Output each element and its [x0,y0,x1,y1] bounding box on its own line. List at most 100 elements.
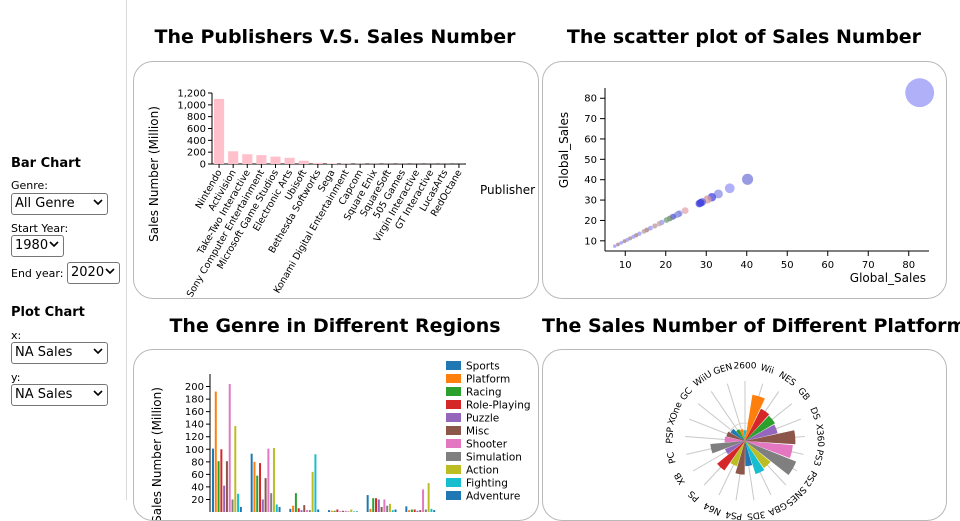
bar [336,509,338,512]
legend-label: Action [466,465,499,477]
y-axis-title: Sales Number (Million) [147,106,161,242]
scatter-point [619,241,623,245]
bar [350,509,352,512]
legend-label: Fighting [466,478,508,490]
platform-label: 2600 [734,362,757,372]
start-year-select[interactable]: 1980 [11,235,64,257]
end-year-select[interactable]: 2020 [67,262,120,284]
y-axis-select[interactable]: NA Sales [11,384,108,406]
bar [289,509,291,512]
y-tick-label: 60 [191,470,204,481]
bar [232,499,234,512]
bar [223,486,225,512]
bar-chart-heading: Bar Chart [11,156,81,171]
x-tick-label: 70 [862,260,875,271]
bar [419,510,421,512]
bar [267,449,269,512]
x-tick-label: 30 [700,260,713,271]
bar [334,511,336,512]
bar [414,509,416,512]
y-tick-label: 80 [584,94,597,105]
y-tick-label: 1,000 [177,100,206,111]
platform-label: PSP [665,426,676,444]
bar [331,511,333,512]
genre-select-value: All Genre [15,196,75,211]
bar [295,493,297,512]
bar [309,510,311,512]
platform-label: 3DS [746,508,766,520]
platform-chart-title: The Sales Number of Different Platform [542,315,946,337]
start-year-value: 1980 [15,238,48,253]
y-tick-label: 40 [191,482,204,493]
platform-label: GEN [712,362,733,377]
bar [265,478,267,512]
legend-swatch [446,465,461,474]
legend-label: Simulation [466,452,522,464]
scatter-point [616,243,620,247]
platform-label: GB [795,386,811,403]
bar [386,506,388,512]
y-tick-label: 600 [187,124,206,135]
bar [242,154,252,164]
end-year-value: 2020 [71,265,104,280]
legend-label: Platform [466,374,510,386]
genre-chart-title: The Genre in Different Regions [134,315,536,337]
scatter-point [742,174,753,185]
x-axis-select[interactable]: NA Sales [11,342,108,364]
bar [348,511,350,512]
y-tick-label: 0 [200,160,206,171]
scatter-point [623,239,627,243]
bar [270,157,280,164]
end-year-label: End year: [11,267,63,280]
y-axis-select-value: NA Sales [15,387,72,402]
x-tick-label: 50 [781,260,794,271]
scatter-point [696,200,704,208]
x-axis-label: x: [11,329,21,342]
platform-label: PC [666,451,678,465]
x-axis-title: Global_Sales [850,271,926,285]
y-axis-title: Global_Sales [557,112,571,188]
bar [279,507,281,512]
y-tick-label: 140 [185,420,204,431]
y-tick-label: 70 [584,114,597,125]
platform-label: N64 [702,500,723,517]
scatter-chart-title: The scatter plot of Sales Number [542,26,946,48]
bar [273,448,275,512]
bar [395,509,397,512]
publishers-bar-chart: 02004006008001,0001,200NintendoActivisio… [134,62,538,298]
bar [383,499,385,512]
x-tick-label: 20 [659,260,672,271]
bar [303,505,305,512]
legend-swatch [446,413,461,422]
y-tick-label: 800 [187,112,206,123]
bar [411,509,413,512]
chevron-down-icon [93,197,103,207]
legend-swatch [446,374,461,383]
bar [375,498,377,512]
y-tick-label: 1,200 [177,89,206,100]
bar [240,507,242,512]
legend-label: Racing [466,387,502,399]
bar [300,510,302,512]
scatter-point [657,221,662,226]
platform-label: X360 [813,423,825,447]
bar [220,449,222,512]
y-tick-label: 400 [187,136,206,147]
genre-select[interactable]: All Genre [11,193,108,215]
legend-label: Adventure [466,491,520,503]
bar [215,392,217,512]
y-axis-label: y: [11,371,20,384]
legend-swatch [446,400,461,409]
bar [251,454,253,512]
platform-label: GBA [766,499,788,517]
x-tick-label: 40 [740,260,753,271]
legend-label: Misc [466,426,489,438]
scatter-point [664,217,670,223]
y-tick-label: 100 [185,445,204,456]
y-tick-label: 20 [584,216,597,227]
